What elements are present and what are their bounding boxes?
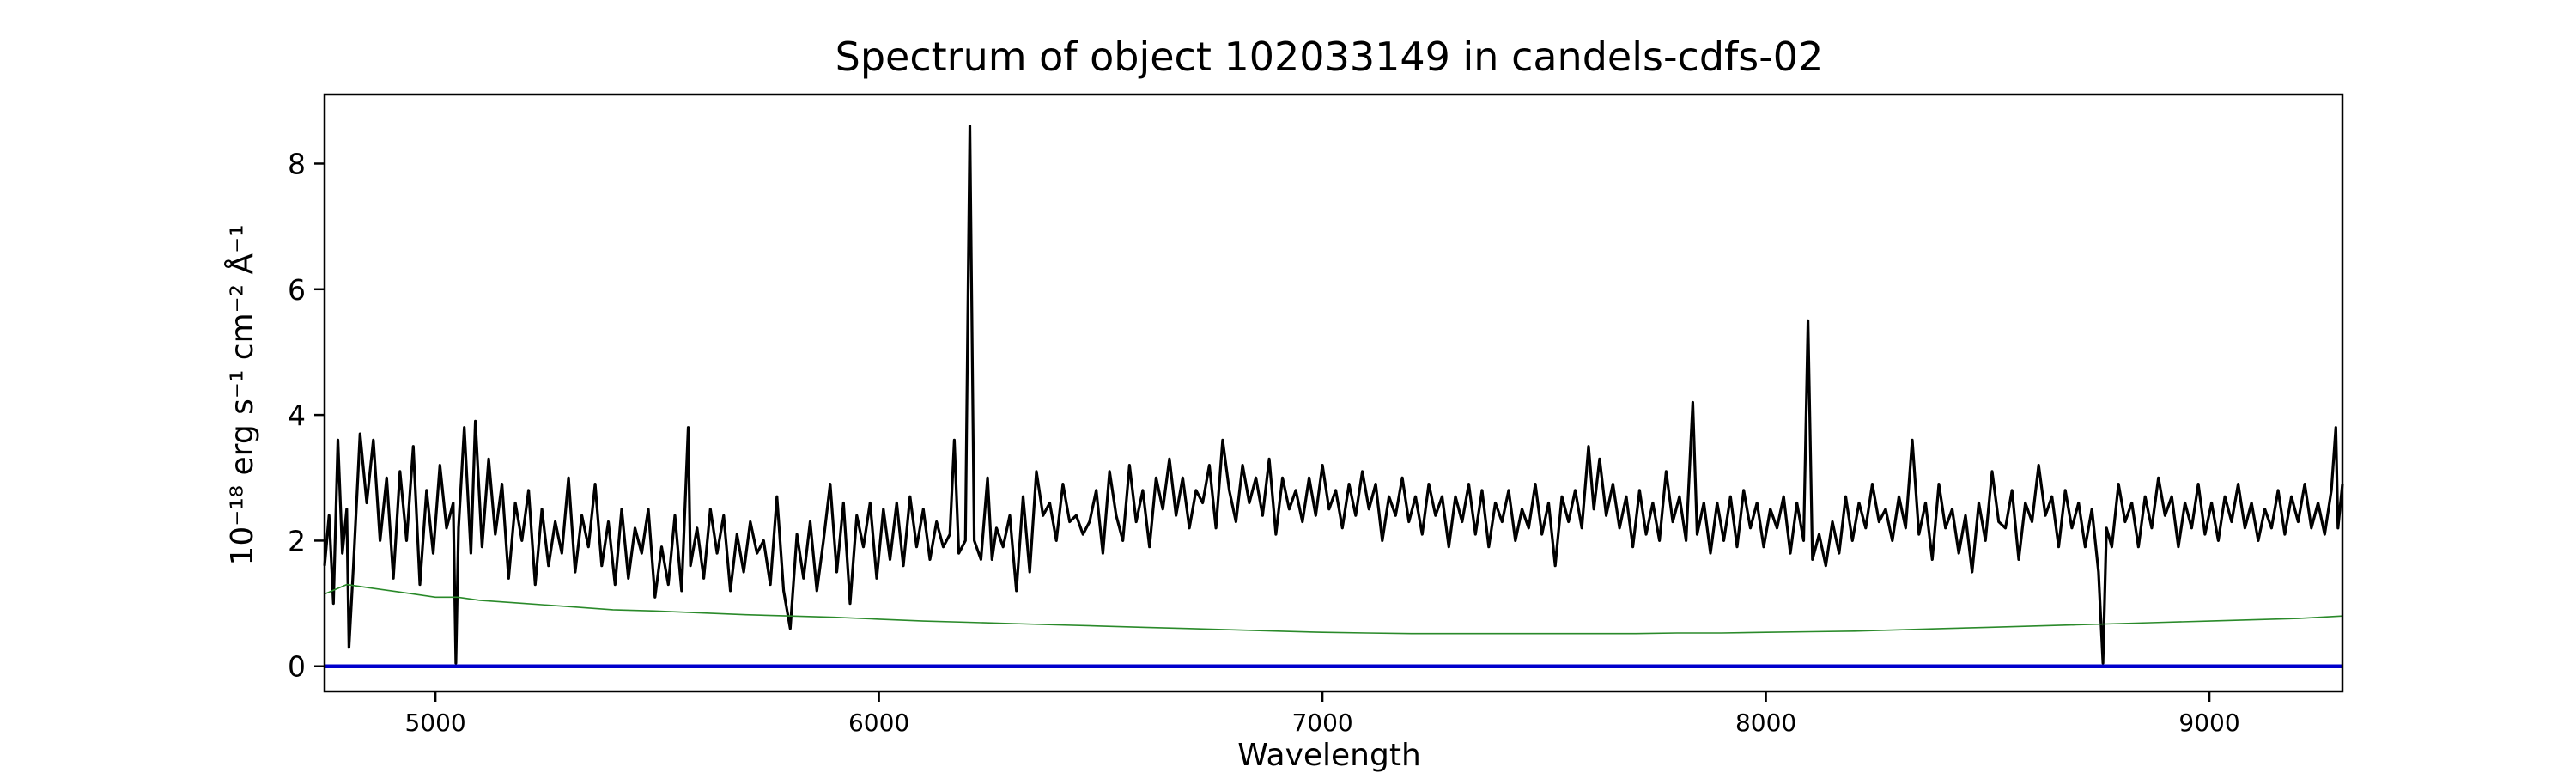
x-axis-label: Wavelength bbox=[1237, 738, 1421, 773]
series-line-0 bbox=[323, 125, 2344, 665]
y-tick-label: 4 bbox=[288, 399, 306, 432]
chart-title: Spectrum of object 102033149 in candels-… bbox=[835, 33, 1824, 80]
axes-frame bbox=[323, 93, 2344, 693]
x-tick-label: 7000 bbox=[1291, 709, 1352, 737]
x-tick-label: 8000 bbox=[1735, 709, 1796, 737]
plot-area bbox=[323, 125, 2344, 668]
y-tick-label: 0 bbox=[288, 650, 306, 684]
y-axis-label: 10⁻¹⁸ erg s⁻¹ cm⁻² Å⁻¹ bbox=[223, 224, 260, 565]
x-axis: 5000 6000 7000 8000 9000 bbox=[404, 691, 2240, 737]
x-tick-label: 9000 bbox=[2178, 709, 2239, 737]
series-line-1 bbox=[324, 583, 2343, 635]
x-tick-label: 6000 bbox=[848, 709, 909, 737]
y-axis: 0 2 4 6 8 bbox=[288, 147, 325, 684]
x-tick-label: 5000 bbox=[404, 709, 465, 737]
y-tick-label: 8 bbox=[288, 147, 306, 180]
y-tick-label: 6 bbox=[288, 273, 306, 307]
y-tick-label: 2 bbox=[288, 524, 306, 557]
